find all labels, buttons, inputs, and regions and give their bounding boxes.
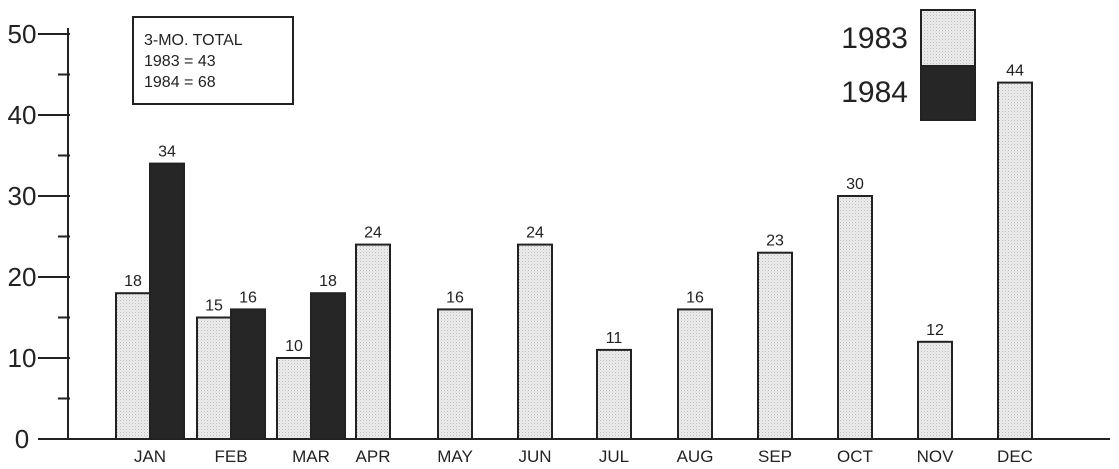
bar-1983-sep: [757, 251, 793, 440]
x-tick-label-oct: OCT: [837, 447, 873, 466]
bar-1983-mar: [276, 357, 312, 440]
value-label-1983-mar: 10: [285, 338, 303, 355]
y-tick-label: 20: [8, 262, 37, 292]
category-labels-group: JAN FEB MAR APR MAY JUN JUL AUG SEP OCT NOV DEC: [134, 447, 1033, 466]
value-label-1984-feb: 16: [239, 289, 257, 306]
bar-1984-jan: [149, 162, 185, 440]
value-label-1983-dec: 44: [1006, 63, 1024, 80]
bar-1983-jun: [517, 243, 553, 440]
x-tick-label-apr: APR: [356, 447, 391, 466]
x-tick-label-may: MAY: [437, 447, 473, 466]
bars-group: [115, 81, 1033, 441]
legend: 1983 1984: [841, 9, 976, 121]
bar-1983-may: [437, 308, 473, 440]
value-label-1983-sep: 23: [766, 233, 784, 250]
value-label-1983-jun: 24: [526, 225, 544, 242]
value-label-1983-jul: 11: [606, 330, 623, 347]
y-tick-label: 40: [8, 100, 37, 130]
annotation-line-3: 1984 = 68: [144, 74, 216, 91]
value-label-1983-oct: 30: [846, 176, 864, 193]
x-tick-label-sep: SEP: [758, 447, 792, 466]
bar-1983-dec: [997, 81, 1033, 440]
annotation-box: 3-MO. TOTAL 1983 = 43 1984 = 68: [132, 16, 294, 105]
value-label-1983-may: 16: [446, 289, 464, 306]
y-tick-label: 0: [15, 424, 29, 454]
x-tick-label-jun: JUN: [518, 447, 551, 466]
legend-swatch-1984: [920, 65, 976, 121]
bar-1983-jan: [115, 292, 151, 441]
annotation-line-2: 1983 = 43: [144, 53, 216, 70]
y-tick-label: 30: [8, 181, 37, 211]
value-label-1983-aug: 16: [686, 289, 704, 306]
x-tick-label-feb: FEB: [214, 447, 247, 466]
bar-1984-feb: [230, 308, 266, 440]
bar-1983-nov: [917, 340, 953, 440]
value-label-1984-jan: 34: [158, 144, 176, 161]
x-tick-label-aug: AUG: [677, 447, 714, 466]
legend-label-1984: 1984: [841, 76, 908, 109]
bar-1983-apr: [355, 243, 391, 440]
x-tick-label-nov: NOV: [917, 447, 955, 466]
x-tick-label-mar: MAR: [292, 447, 330, 466]
y-tick-label: 50: [8, 19, 37, 49]
x-tick-label-jan: JAN: [134, 447, 166, 466]
bar-1984-mar: [310, 292, 346, 441]
y-tick-label: 10: [8, 343, 37, 373]
bar-1983-feb: [196, 316, 232, 440]
x-tick-label-jul: JUL: [599, 447, 629, 466]
x-tick-label-dec: DEC: [997, 447, 1033, 466]
legend-label-1983: 1983: [841, 22, 908, 55]
y-axis: 0 10 20 30 40 50: [8, 19, 70, 454]
value-label-1984-mar: 18: [319, 273, 337, 290]
value-labels-group: 18 34 15 16 10 18 24 16 24 11 16 23 30 12 44: [124, 63, 1024, 355]
bar-1983-oct: [837, 195, 873, 440]
annotation-line-1: 3-MO. TOTAL: [144, 32, 243, 49]
value-label-1983-nov: 12: [926, 322, 944, 339]
value-label-1983-apr: 24: [364, 225, 382, 242]
value-label-1983-jan: 18: [124, 273, 142, 290]
legend-swatch-1983: [920, 9, 976, 67]
bar-1983-jul: [596, 348, 632, 440]
value-label-1983-feb: 15: [205, 298, 223, 315]
bar-1983-aug: [677, 308, 713, 440]
